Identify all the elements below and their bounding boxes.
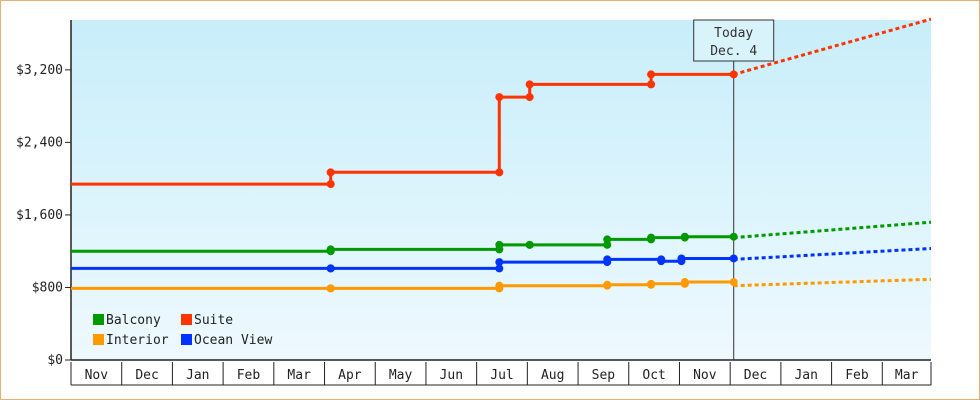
data-point-suite	[647, 80, 656, 89]
y-axis: $0 $800 $1,600 $2,400 $3,200	[16, 20, 931, 368]
data-point-ocean-view	[326, 264, 335, 273]
x-month-label: Oct	[642, 368, 665, 383]
data-point-balcony	[525, 240, 534, 249]
data-point-suite	[525, 80, 534, 89]
data-point-interior	[603, 280, 612, 289]
forecast-line-interior	[733, 277, 932, 288]
data-point-balcony	[729, 232, 738, 241]
x-month-label: Jan	[186, 368, 209, 383]
legend-swatch	[181, 314, 192, 325]
data-point-ocean-view	[495, 264, 504, 273]
forecast-line-suite	[733, 17, 932, 76]
data-point-suite	[495, 168, 504, 177]
data-point-ocean-view	[495, 258, 504, 267]
data-point-suite	[326, 168, 335, 177]
legend-swatch	[93, 334, 104, 345]
x-month-label: Feb	[237, 368, 261, 383]
data-point-ocean-view	[729, 254, 738, 263]
x-month-label: Jul	[490, 368, 513, 383]
data-point-interior	[680, 278, 689, 287]
legend: Balcony Suite Interior Ocean View	[93, 313, 272, 348]
y-tick-label: $2,400	[16, 135, 63, 150]
data-point-interior	[729, 278, 738, 287]
x-month-label: Feb	[845, 368, 869, 383]
y-tick-label: $0	[47, 353, 63, 368]
x-month-label: Mar	[895, 368, 919, 383]
series-layer	[71, 17, 932, 293]
today-box	[693, 19, 775, 62]
legend-swatch	[181, 334, 192, 345]
x-month-label: Dec	[135, 368, 158, 383]
data-point-balcony	[680, 232, 689, 241]
today-label: Today	[714, 26, 753, 41]
data-point-suite	[326, 180, 335, 189]
data-point-suite	[525, 93, 534, 102]
data-point-balcony	[326, 245, 335, 254]
x-month-label: May	[389, 368, 413, 383]
data-point-ocean-view	[603, 255, 612, 264]
x-axis: Nov Dec Jan Feb Mar Apr May Jun Jul Aug Sep Oct Nov D…	[70, 362, 932, 386]
today-marker: Today Dec. 4	[693, 19, 775, 360]
data-point-ocean-view	[677, 254, 686, 263]
legend-label: Balcony	[106, 313, 161, 328]
x-month-label: Apr	[338, 368, 362, 383]
data-point-suite	[729, 70, 738, 79]
forecast-line-ocean-view	[733, 247, 932, 261]
x-month-label: Nov	[693, 368, 717, 383]
data-point-balcony	[495, 240, 504, 249]
data-point-balcony	[603, 235, 612, 244]
data-point-interior	[326, 284, 335, 293]
data-point-balcony	[647, 233, 656, 242]
plot-area	[71, 20, 931, 360]
x-month-label: Aug	[541, 368, 564, 383]
legend-label: Suite	[194, 313, 233, 328]
data-point-suite	[495, 93, 504, 102]
y-tick-label: $800	[32, 280, 63, 295]
today-date: Dec. 4	[710, 44, 757, 59]
legend-label: Interior	[106, 333, 169, 348]
x-month-label: Mar	[287, 368, 311, 383]
x-month-label: Jan	[794, 368, 817, 383]
x-month-label: Nov	[85, 368, 109, 383]
y-tick-label: $1,600	[16, 208, 63, 223]
x-month-label: Sep	[592, 368, 616, 383]
data-point-suite	[647, 70, 656, 79]
legend-label: Ocean View	[194, 333, 272, 348]
x-month-label: Dec	[744, 368, 767, 383]
series-line-suite	[71, 72, 734, 186]
data-point-ocean-view	[657, 257, 666, 266]
legend-swatch	[93, 314, 104, 325]
data-point-interior	[647, 279, 656, 288]
x-month-label: Jun	[440, 368, 463, 383]
forecast-line-balcony	[733, 220, 932, 240]
data-point-interior	[495, 281, 504, 290]
y-tick-label: $3,200	[16, 63, 63, 78]
